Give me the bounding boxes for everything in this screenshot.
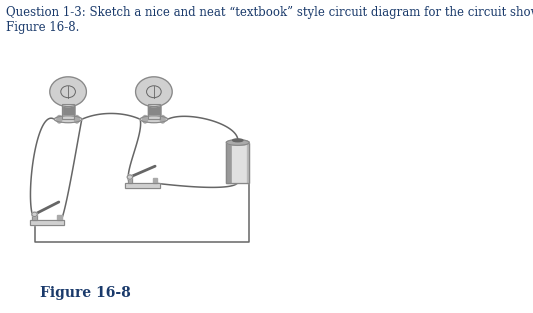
Bar (149, 104, 159, 119)
Bar (149, 104, 159, 119)
Bar (236, 142, 238, 183)
Circle shape (50, 77, 86, 107)
Bar (227, 142, 249, 183)
Circle shape (135, 77, 172, 107)
Ellipse shape (57, 115, 62, 123)
Bar (228, 142, 230, 183)
Bar (127, 176, 132, 182)
Bar (227, 142, 228, 183)
Bar (234, 142, 236, 183)
Text: Figure 16-8: Figure 16-8 (40, 286, 131, 300)
Bar (244, 142, 245, 183)
Bar (62, 104, 74, 119)
Bar (30, 220, 64, 225)
Bar (63, 104, 74, 119)
Bar (149, 104, 159, 119)
Bar (149, 104, 159, 119)
Bar (63, 104, 74, 119)
Bar (245, 142, 247, 183)
Bar (148, 104, 159, 119)
Bar (33, 213, 37, 220)
Text: Question 1-3: Sketch a nice and neat “textbook” style circuit diagram for the ci: Question 1-3: Sketch a nice and neat “te… (6, 6, 533, 34)
Ellipse shape (143, 115, 148, 123)
Ellipse shape (227, 140, 249, 145)
Bar (148, 104, 159, 119)
Bar (63, 104, 74, 119)
Bar (238, 142, 240, 183)
Circle shape (32, 212, 37, 217)
Bar (125, 182, 159, 187)
Ellipse shape (75, 115, 79, 123)
Bar (63, 104, 74, 119)
Bar (33, 213, 37, 220)
Bar (63, 104, 74, 119)
Bar (153, 178, 157, 182)
Bar (240, 142, 241, 183)
Circle shape (127, 175, 133, 179)
Bar (148, 104, 159, 119)
Bar (62, 104, 74, 119)
Bar (127, 176, 132, 182)
Bar (232, 142, 234, 183)
Ellipse shape (232, 139, 243, 142)
Bar (241, 142, 244, 183)
Ellipse shape (54, 116, 82, 123)
Bar (230, 142, 232, 183)
Bar (30, 220, 64, 225)
Ellipse shape (160, 115, 165, 123)
Bar (247, 142, 249, 183)
Bar (58, 215, 62, 220)
Bar (149, 104, 159, 119)
Bar (149, 104, 159, 119)
Bar (62, 104, 74, 119)
Bar (125, 182, 159, 187)
Bar (63, 104, 74, 119)
Ellipse shape (140, 116, 167, 123)
